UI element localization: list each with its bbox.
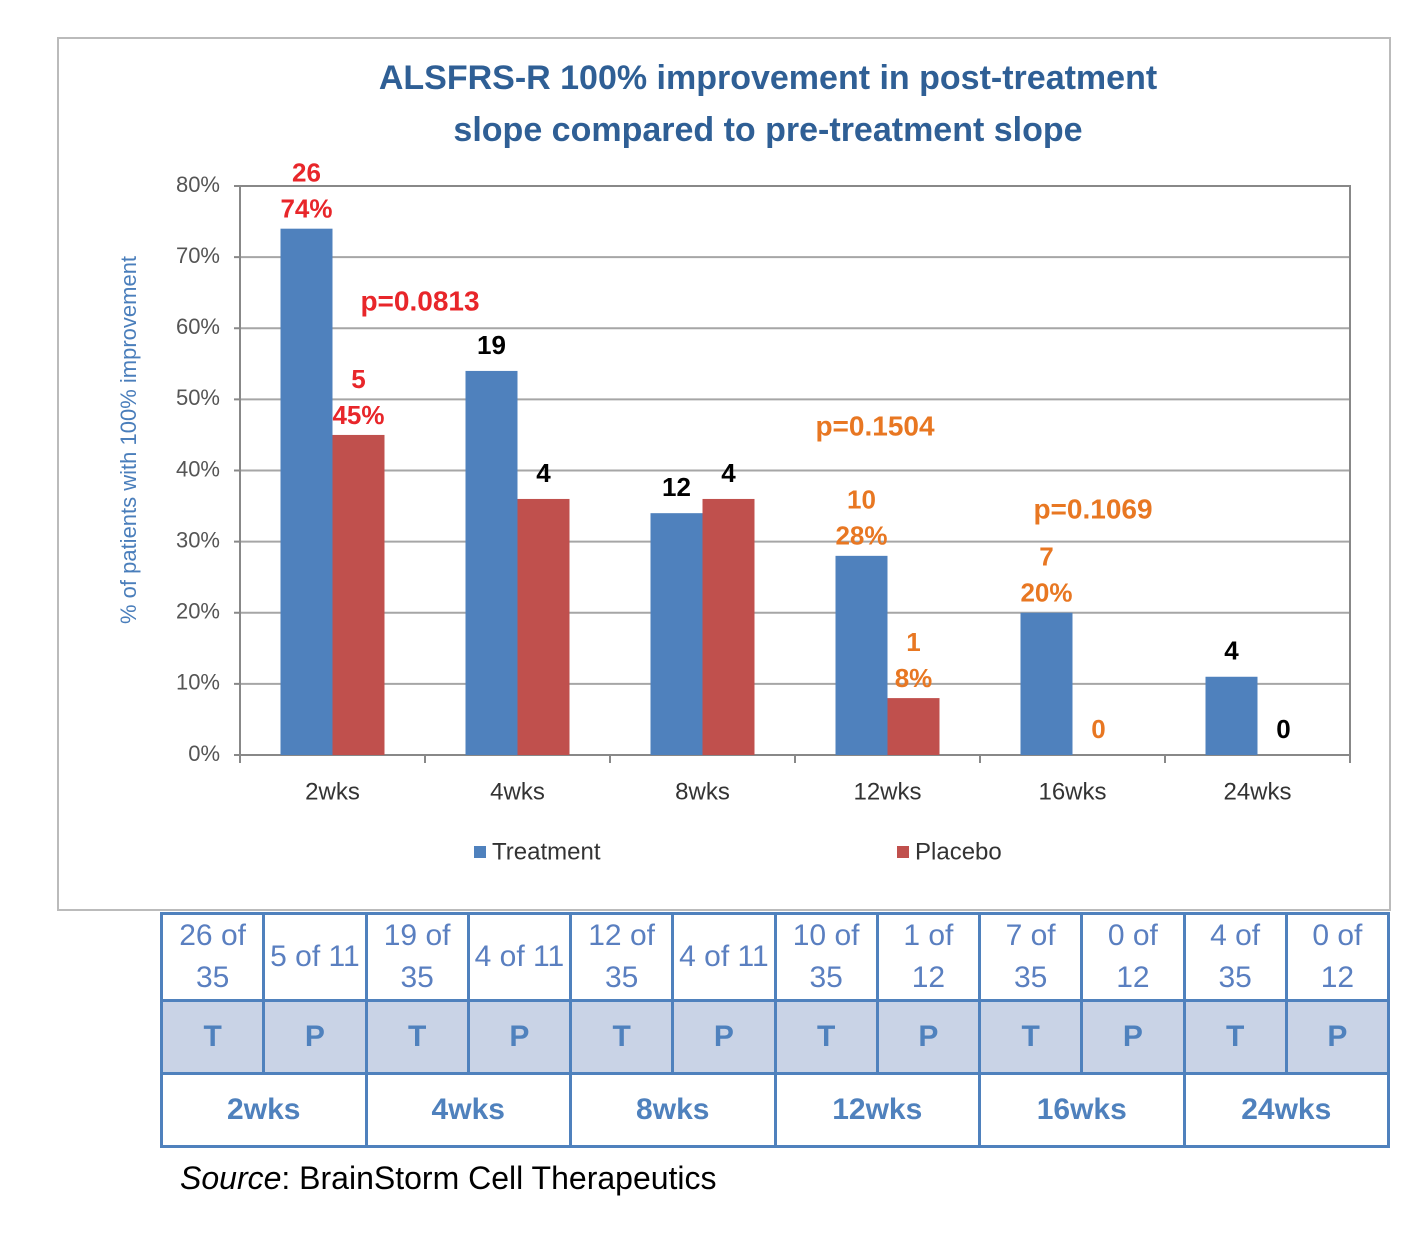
table-cell: 4 of 11: [671, 912, 777, 1002]
table-cell: T: [977, 999, 1084, 1075]
x-tick-label: 12wks: [853, 778, 921, 805]
x-tick-label: 8wks: [675, 778, 730, 805]
chart: ALSFRS-R 100% improvement in post-treatm…: [57, 37, 1391, 911]
count-label: 5: [351, 364, 365, 394]
table-cell: 1 of 12: [875, 912, 982, 1002]
table-cell: P: [875, 999, 982, 1075]
count-label: 26: [292, 158, 321, 188]
value-label: 74%: [280, 194, 332, 224]
table-cell: 0 of 12: [1080, 912, 1186, 1002]
value-label: 45%: [332, 400, 384, 430]
y-tick-label: 30%: [176, 527, 220, 552]
chart-frame: [57, 37, 1391, 911]
legend-label: Treatment: [492, 838, 601, 865]
bar: [887, 698, 940, 755]
table-cell: T: [568, 999, 675, 1075]
count-label: 4: [536, 458, 551, 488]
annotation: p=0.1069: [1033, 493, 1152, 524]
annotation: p=0.1504: [815, 410, 935, 441]
table-cell: T: [159, 999, 266, 1075]
table-cell: P: [1080, 999, 1186, 1075]
bar: [835, 555, 888, 755]
y-tick-label: 20%: [176, 599, 220, 624]
bar: [1020, 612, 1073, 755]
table-cell: 5 of 11: [262, 912, 368, 1002]
value-label: 20%: [1020, 578, 1072, 608]
legend-label: Placebo: [915, 838, 1002, 865]
table-cell: T: [773, 999, 879, 1075]
table-cell: 12wks: [773, 1072, 981, 1148]
x-tick-label: 24wks: [1223, 778, 1291, 805]
table-cell: 26 of 35: [159, 912, 266, 1002]
table-cell: 2wks: [160, 1072, 368, 1148]
y-tick-label: 10%: [176, 670, 220, 695]
legend-swatch: [897, 846, 909, 858]
table-cell: 24wks: [1182, 1072, 1390, 1148]
chart-title: slope compared to pre-treatment slope: [453, 111, 1082, 149]
count-label: 19: [477, 330, 506, 360]
legend-swatch: [474, 846, 486, 858]
count-label: 4: [721, 458, 736, 488]
table-cell: T: [1182, 999, 1288, 1075]
table-cell: P: [671, 999, 777, 1075]
source: Source: BrainStorm Cell Therapeutics: [180, 1160, 717, 1197]
y-tick-label: 80%: [176, 172, 220, 197]
bar: [702, 498, 755, 755]
source-label: Source: [180, 1160, 282, 1196]
table-cell: P: [466, 999, 573, 1075]
table-cell: 7 of 35: [977, 912, 1084, 1002]
count-label: 0: [1276, 714, 1290, 744]
table-cell: 16wks: [978, 1072, 1186, 1148]
table-cell: 4 of 35: [1182, 912, 1288, 1002]
count-label: 7: [1039, 542, 1053, 572]
x-tick-label: 4wks: [490, 778, 545, 805]
bar: [650, 513, 703, 755]
count-label: 0: [1091, 714, 1105, 744]
count-label: 4: [1224, 636, 1239, 666]
table-cell: 4 of 11: [466, 912, 573, 1002]
x-tick-label: 2wks: [305, 778, 360, 805]
table-cell: P: [1284, 999, 1391, 1075]
count-table: 26 of 35 5 of 11 19 of 35 4 of 11 12 of 35 4 …: [159, 912, 1391, 1148]
bar: [332, 434, 385, 755]
value-label: 28%: [835, 521, 887, 551]
table-cell: P: [262, 999, 368, 1075]
bar: [280, 228, 333, 756]
table-cell: 0 of 12: [1284, 912, 1391, 1002]
table-row: 2wks 4wks 8wks 12wks 16wks 24wks: [160, 1072, 1390, 1148]
y-tick-label: 50%: [176, 385, 220, 410]
table-cell: 8wks: [569, 1072, 777, 1148]
table-cell: T: [364, 999, 470, 1075]
source-text: : BrainStorm Cell Therapeutics: [281, 1160, 717, 1196]
chart-title: ALSFRS-R 100% improvement in post-treatm…: [379, 59, 1157, 97]
annotation: p=0.0813: [360, 285, 479, 316]
table-cell: 12 of 35: [568, 912, 675, 1002]
y-tick-label: 60%: [176, 314, 220, 339]
table-cell: 10 of 35: [773, 912, 879, 1002]
count-label: 1: [906, 627, 920, 657]
bar: [465, 370, 518, 755]
table-cell: 19 of 35: [364, 912, 470, 1002]
bar: [517, 498, 570, 755]
y-tick-label: 40%: [176, 456, 220, 481]
y-axis-label: % of patients with 100% improvement: [116, 256, 141, 624]
x-tick-label: 16wks: [1038, 778, 1106, 805]
y-tick-label: 70%: [176, 243, 220, 268]
count-label: 10: [847, 485, 876, 515]
table-cell: 4wks: [364, 1072, 572, 1148]
value-label: 8%: [895, 663, 933, 693]
table-row: 26 of 35 5 of 11 19 of 35 4 of 11 12 of 35 4 …: [159, 912, 1391, 1002]
count-label: 12: [662, 472, 691, 502]
bar: [1205, 676, 1258, 755]
y-tick-label: 0%: [188, 741, 220, 766]
